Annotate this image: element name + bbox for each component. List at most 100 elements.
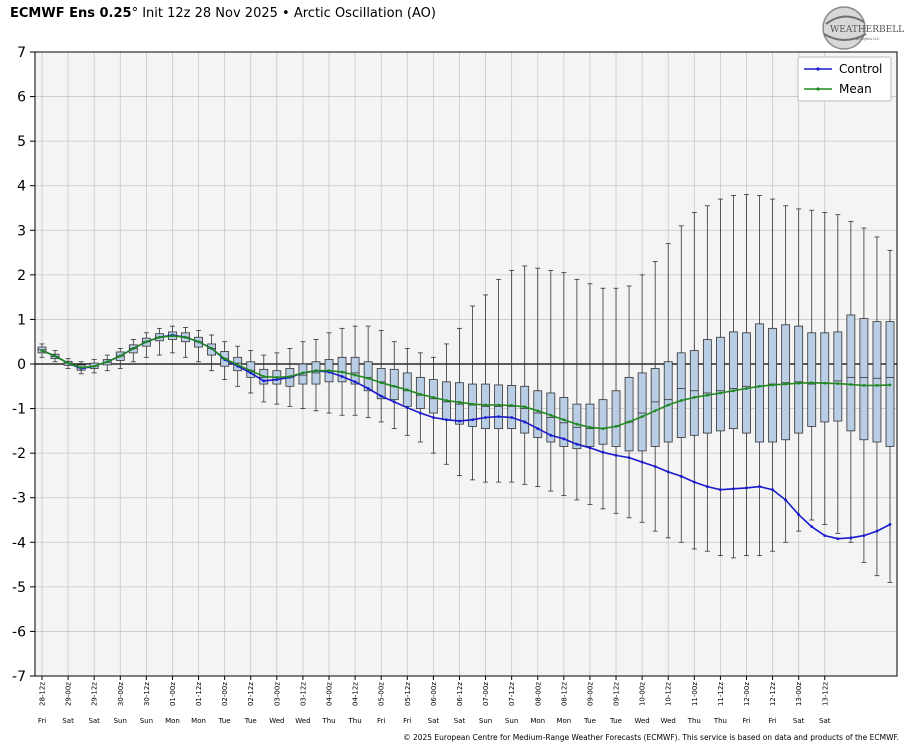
series-lines: [40, 333, 892, 541]
mean-point: [849, 383, 853, 386]
mean-point: [118, 354, 122, 358]
ensemble-box: [729, 331, 738, 430]
control-point: [810, 525, 814, 529]
x-tick-label: 12-12z: [769, 682, 777, 706]
ensemble-box: [820, 332, 830, 423]
mean-point: [392, 384, 396, 388]
mean-point: [405, 388, 409, 392]
control-point: [888, 523, 892, 526]
control-point: [849, 536, 853, 540]
control-point: [862, 534, 866, 537]
y-tick-label: -7: [12, 669, 26, 685]
y-tick-label: -5: [12, 580, 26, 596]
mean-point: [275, 375, 279, 379]
day-label: Sat: [62, 717, 74, 725]
day-label: Mon: [556, 717, 571, 725]
mean-point: [679, 399, 683, 402]
x-tick-label: 04-12z: [352, 682, 360, 706]
x-tick-label: 10-12z: [665, 682, 673, 706]
day-label: Wed: [634, 717, 649, 725]
mean-line: [41, 335, 891, 430]
mean-point: [510, 404, 514, 407]
day-label: Mon: [165, 717, 180, 725]
day-label: Wed: [295, 717, 310, 725]
legend-swatch-marker: [816, 87, 820, 91]
x-tick-label: 07-00z: [482, 682, 490, 706]
x-tick-label: 09-00z: [586, 682, 594, 706]
x-tick-label: 11-00z: [691, 682, 699, 706]
ensemble-box: [794, 325, 804, 434]
mean-point: [653, 409, 657, 413]
logo-text: WEATHERBELL: [830, 25, 904, 35]
control-point: [732, 487, 735, 491]
mean-point: [810, 381, 814, 385]
day-label: Thu: [713, 717, 727, 725]
x-tick-label: 13-00z: [795, 682, 803, 706]
mean-point: [158, 335, 161, 339]
day-label: Sat: [454, 717, 466, 725]
day-label: Tue: [583, 717, 596, 725]
day-label: Wed: [661, 717, 676, 725]
mean-point: [353, 373, 357, 377]
control-point: [249, 371, 253, 375]
day-label: Sat: [793, 717, 805, 725]
mean-point: [197, 340, 200, 344]
axes: 7 6 5 4 3 2 1 0 -1 -2 -3 -4 -5 -6 -7 28-12z Fri 29-00z Sat…: [12, 45, 898, 725]
mean-point: [784, 382, 788, 386]
day-label: Tue: [218, 717, 231, 725]
ensemble-box: [494, 384, 504, 430]
day-label: Tue: [609, 717, 622, 725]
init-time: Init 12z 28 Nov 2025: [142, 6, 278, 21]
ensemble-box: [572, 403, 582, 450]
weatherbell-logo: WEATHERBELL Analytics LLC: [822, 6, 904, 50]
ensemble-box: [337, 356, 347, 383]
control-point: [719, 488, 722, 492]
index-name: Arctic Oscillation (AO): [293, 6, 436, 21]
x-tick-label: 11-12z: [717, 682, 725, 706]
x-tick-label: 13-12z: [821, 682, 829, 706]
mean-point: [366, 376, 370, 380]
control-point: [823, 534, 827, 537]
x-tick-label: 07-12z: [508, 682, 516, 706]
mean-point: [497, 403, 501, 407]
ensemble-box: [650, 368, 660, 447]
control-point: [445, 418, 448, 422]
y-tick-label: 7: [17, 45, 26, 61]
product-name: ECMWF Ens 0.25: [10, 6, 132, 21]
x-tick-label: 06-00z: [430, 682, 438, 706]
mean-point: [575, 422, 579, 426]
mean-point: [184, 335, 187, 339]
ensemble-box: [702, 339, 712, 434]
day-label: Tue: [244, 717, 257, 725]
x-tick-label: 06-12z: [456, 682, 464, 706]
day-label: Thu: [321, 717, 335, 725]
control-point: [640, 460, 644, 464]
control-point: [745, 486, 748, 490]
day-label: Mon: [530, 717, 545, 725]
y-tick-label: -1: [12, 402, 26, 418]
mean-point: [758, 384, 761, 388]
day-label: Fri: [377, 717, 385, 725]
ensemble-box: [533, 390, 543, 438]
control-point: [366, 387, 370, 390]
day-label: Sun: [479, 717, 492, 725]
mean-point: [40, 349, 44, 353]
ensemble-box: [520, 385, 530, 434]
mean-point: [627, 420, 631, 424]
control-point: [262, 379, 266, 383]
control-point: [705, 485, 709, 488]
ensemble-box: [676, 352, 686, 438]
mean-point: [888, 383, 892, 387]
control-point: [458, 419, 461, 423]
x-tick-label: 02-12z: [247, 682, 255, 706]
day-label: Sun: [505, 717, 518, 725]
control-point: [784, 498, 788, 502]
control-point: [836, 537, 840, 541]
mean-point: [288, 375, 292, 378]
control-point: [588, 446, 592, 450]
x-tick-label: 08-12z: [560, 682, 568, 706]
mean-point: [445, 399, 448, 402]
mean-point: [666, 403, 670, 407]
control-point: [497, 415, 501, 418]
control-point: [379, 394, 383, 398]
